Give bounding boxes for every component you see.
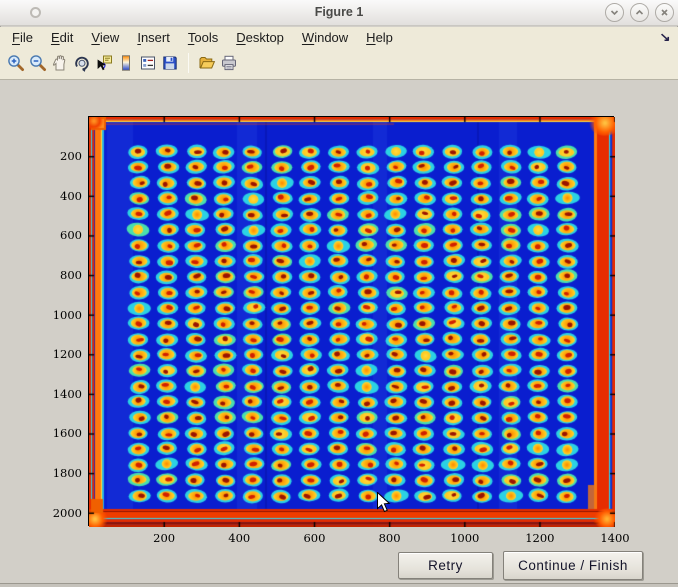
menu-desktop[interactable]: Desktop [227, 29, 293, 46]
y-tick-label: 1200 [36, 348, 82, 361]
y-tick-label: 800 [36, 269, 82, 282]
menu-file[interactable]: File [3, 29, 42, 46]
zoom-out-icon[interactable] [29, 54, 47, 72]
axes [88, 116, 614, 526]
y-tick-label: 1600 [36, 427, 82, 440]
x-tick-label: 800 [370, 532, 410, 545]
x-tick-label: 400 [219, 532, 259, 545]
y-tick-label: 400 [36, 190, 82, 203]
dock-figure-icon[interactable]: ↘ [659, 30, 670, 44]
open-icon[interactable] [198, 54, 216, 72]
plate-image[interactable] [89, 117, 615, 527]
x-tick-label: 200 [144, 532, 184, 545]
legend-icon[interactable] [139, 54, 157, 72]
maximize-button[interactable] [630, 3, 649, 22]
y-tick-label: 200 [36, 150, 82, 163]
x-tick-label: 1400 [595, 532, 635, 545]
menu-tools[interactable]: Tools [179, 29, 227, 46]
menu-insert[interactable]: Insert [128, 29, 179, 46]
retry-button[interactable]: Retry [398, 552, 493, 579]
menu-window[interactable]: Window [293, 29, 357, 46]
continue-finish-button[interactable]: Continue / Finish [503, 551, 643, 580]
window-title: Figure 1 [0, 5, 678, 19]
shade-button[interactable] [605, 3, 624, 22]
x-tick-label: 1200 [520, 532, 560, 545]
pan-icon[interactable] [51, 54, 69, 72]
menu-help[interactable]: Help [357, 29, 402, 46]
y-tick-label: 2000 [36, 507, 82, 520]
rotate-3d-icon[interactable] [73, 54, 91, 72]
y-tick-label: 600 [36, 229, 82, 242]
x-tick-label: 1000 [445, 532, 485, 545]
menu-view[interactable]: View [82, 29, 128, 46]
data-cursor-icon[interactable] [95, 54, 113, 72]
x-tick-label: 600 [294, 532, 334, 545]
y-tick-label: 1000 [36, 309, 82, 322]
zoom-in-icon[interactable] [7, 54, 25, 72]
colorbar-icon[interactable] [117, 54, 135, 72]
print-icon[interactable] [220, 54, 238, 72]
save-icon[interactable] [161, 54, 179, 72]
figure-canvas: 200 400 600 800 1000 1200 1400 200 400 600 800 1000… [0, 80, 678, 587]
menubar: FileEditViewInsertToolsDesktopWindowHelp [0, 27, 678, 47]
toolbar [0, 47, 678, 80]
close-button[interactable] [655, 3, 674, 22]
figure-window: Figure 1 FileEditViewInsertToolsDesktopW… [0, 0, 678, 587]
menu-edit[interactable]: Edit [42, 29, 82, 46]
toolbar-separator [188, 53, 189, 73]
window-controls [605, 3, 674, 22]
window-bottom-edge [0, 583, 678, 587]
titlebar: Figure 1 [0, 0, 678, 26]
y-tick-label: 1800 [36, 467, 82, 480]
y-tick-label: 1400 [36, 388, 82, 401]
